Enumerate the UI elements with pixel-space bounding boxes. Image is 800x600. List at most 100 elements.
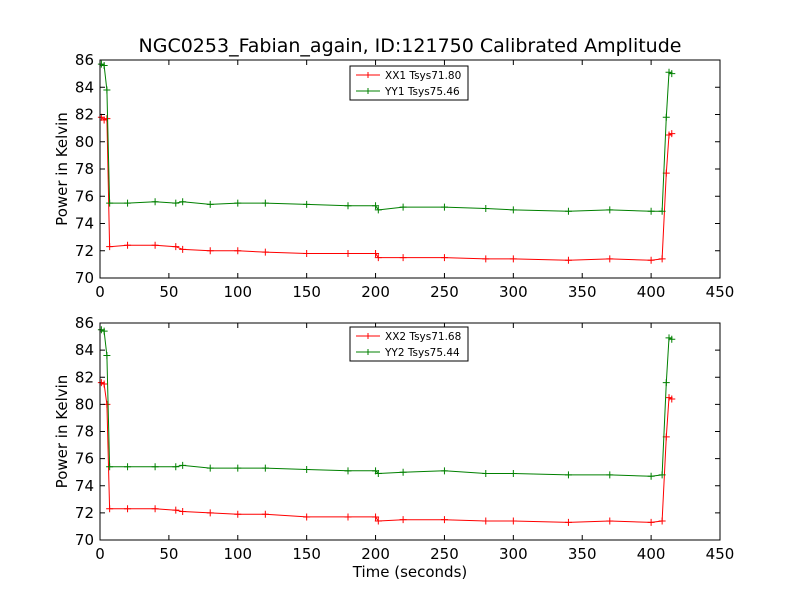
x-tick-label: 450 — [706, 283, 735, 301]
upper-plot-panel: 0 50 100 150 200 250 300 350 400 450 70 72 74 76 78 80 8… — [53, 51, 734, 301]
data-point — [564, 256, 572, 264]
legend-marker — [365, 349, 371, 355]
data-point — [399, 254, 407, 262]
data-point — [662, 379, 670, 387]
data-point — [106, 463, 114, 471]
data-point — [103, 115, 111, 123]
y-tick-label: 82 — [75, 106, 94, 124]
data-point — [440, 467, 448, 475]
x-tick-label: 0 — [95, 545, 105, 563]
y-tick-label: 78 — [75, 160, 94, 178]
legend-entry: XX2 Tsys71.68 — [356, 331, 461, 343]
data-point — [151, 505, 159, 513]
legend-entry: XX1 Tsys71.80 — [356, 70, 461, 82]
data-point — [124, 463, 132, 471]
y-tick-label: 72 — [75, 504, 94, 522]
series-line — [101, 382, 673, 523]
data-point — [206, 247, 214, 255]
data-point — [647, 518, 655, 526]
y-tick-label: 84 — [75, 78, 94, 96]
data-point — [303, 249, 311, 257]
data-point — [151, 463, 159, 471]
data-point — [606, 206, 614, 214]
data-point — [509, 470, 517, 478]
legend-entry: YY2 Tsys75.44 — [356, 347, 460, 359]
data-point — [647, 207, 655, 215]
data-point — [482, 205, 490, 213]
data-point — [106, 505, 114, 513]
y-axis-label: Power in Kelvin — [53, 375, 71, 489]
data-point — [372, 513, 380, 521]
data-point — [234, 247, 242, 255]
data-point — [344, 467, 352, 475]
x-tick-label: 400 — [637, 283, 666, 301]
data-point — [658, 255, 666, 263]
data-point — [647, 256, 655, 264]
data-point — [399, 203, 407, 211]
y-tick-label: 78 — [75, 423, 94, 441]
data-point — [100, 380, 108, 388]
data-point — [509, 517, 517, 525]
legend-marker — [365, 72, 371, 78]
data-point — [482, 517, 490, 525]
data-point — [374, 470, 382, 478]
y-tick-label: 76 — [75, 450, 94, 468]
data-point — [440, 203, 448, 211]
data-point — [179, 508, 187, 516]
legend-box — [349, 65, 469, 101]
x-tick-label: 450 — [706, 545, 735, 563]
data-point — [372, 202, 380, 210]
data-point — [482, 255, 490, 263]
x-tick-label: 50 — [159, 283, 178, 301]
data-point — [206, 464, 214, 472]
data-point — [440, 516, 448, 524]
x-tick-label: 50 — [159, 545, 178, 563]
x-tick-label: 350 — [568, 283, 597, 301]
data-point — [564, 471, 572, 479]
y-tick-label: 80 — [75, 133, 94, 151]
y-axis-label: Power in Kelvin — [53, 112, 71, 226]
data-point — [509, 206, 517, 214]
x-tick-label: 250 — [430, 545, 459, 563]
x-tick-label: 0 — [95, 283, 105, 301]
data-point — [658, 207, 666, 215]
y-tick-label: 82 — [75, 368, 94, 386]
data-point — [374, 254, 382, 262]
data-point — [374, 517, 382, 525]
data-point — [172, 243, 180, 251]
series-line — [101, 329, 673, 477]
data-point — [124, 241, 132, 249]
data-point — [179, 461, 187, 469]
data-point — [124, 199, 132, 207]
data-point — [668, 70, 676, 78]
y-tick-label: 72 — [75, 242, 94, 260]
x-tick-label: 250 — [430, 283, 459, 301]
data-point — [509, 255, 517, 263]
data-point — [100, 61, 108, 69]
data-point — [564, 207, 572, 215]
x-tick-label: 350 — [568, 545, 597, 563]
data-point — [261, 464, 269, 472]
y-tick-label: 70 — [75, 531, 94, 549]
data-point — [179, 245, 187, 253]
series-1 — [97, 379, 676, 526]
data-point — [303, 200, 311, 208]
x-tick-label: 300 — [499, 545, 528, 563]
data-point — [564, 518, 572, 526]
y-tick-label: 74 — [75, 477, 94, 495]
y-tick-label: 76 — [75, 187, 94, 205]
y-tick-label: 70 — [75, 269, 94, 287]
data-point — [668, 335, 676, 343]
data-point — [151, 198, 159, 206]
x-tick-label: 100 — [223, 545, 252, 563]
data-point — [606, 255, 614, 263]
data-point — [647, 472, 655, 480]
y-tick-label: 86 — [75, 51, 94, 69]
data-point — [103, 352, 111, 360]
series-line — [101, 116, 673, 261]
data-point — [606, 471, 614, 479]
legend-entry: YY1 Tsys75.46 — [356, 86, 460, 98]
x-tick-label: 200 — [361, 283, 390, 301]
x-tick-label: 100 — [223, 283, 252, 301]
data-point — [106, 199, 114, 207]
